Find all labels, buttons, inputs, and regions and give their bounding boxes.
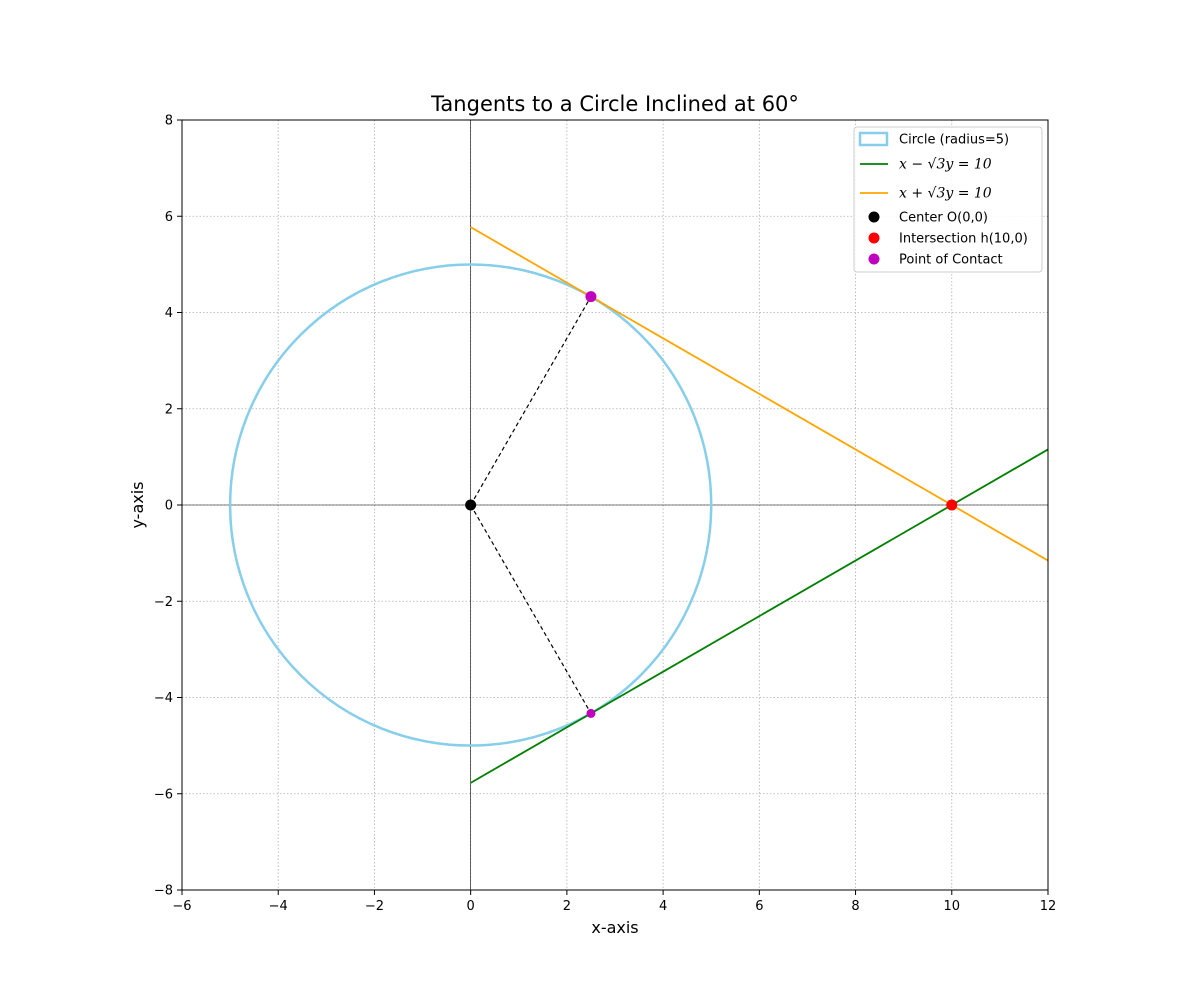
y-tick-label: 8 — [165, 114, 173, 129]
y-tick-label: −2 — [154, 595, 173, 610]
tangent-line-2 — [470, 226, 1048, 562]
radius-segment — [470, 296, 592, 506]
chart-title: Tangents to a Circle Inclined at 60° — [430, 92, 799, 116]
x-tick-label: 12 — [1040, 899, 1057, 914]
y-tick-label: 0 — [165, 499, 173, 514]
point-of-contact-marker — [585, 291, 597, 303]
y-tick-label: 4 — [165, 306, 173, 321]
y-tick-label: −6 — [154, 787, 173, 802]
y-tick-label: −8 — [154, 884, 173, 899]
legend-swatch-circle-radius-5 — [858, 131, 889, 147]
legend-swatch-point-of-contact — [868, 253, 880, 265]
y-tick-label: 2 — [165, 402, 173, 417]
legend-label: Circle (radius=5) — [899, 133, 1009, 148]
x-tick-label: −2 — [365, 899, 384, 914]
legend-label: x − √3y = 10 — [899, 157, 992, 173]
legend-box — [853, 126, 1043, 273]
x-axis-label: x-axis — [591, 918, 638, 937]
legend-label: x + √3y = 10 — [899, 186, 992, 202]
legend: Circle (radius=5) x − √3y = 10 x + √3y = 1… — [853, 126, 1043, 273]
point-of-contact-marker — [586, 708, 596, 718]
legend-swatch-center-o-0-0 — [868, 211, 880, 223]
x-tick-label: 8 — [851, 899, 859, 914]
y-tick-label: −4 — [154, 691, 173, 706]
circle-shape — [228, 263, 713, 747]
y-tick-label: 6 — [165, 210, 173, 225]
intersection-h-10-0-marker — [946, 499, 958, 511]
center-o-0-0-marker — [465, 499, 477, 511]
legend-label: Intersection h(10,0) — [899, 232, 1028, 247]
legend-label: Center O(0,0) — [899, 211, 988, 226]
x-tick-label: −6 — [172, 899, 191, 914]
legend-swatch-intersection-h-10-0 — [868, 232, 880, 244]
x-tick-label: 10 — [944, 899, 961, 914]
legend-label: Point of Contact — [899, 253, 1003, 268]
y-axis-label: y-axis — [128, 481, 147, 528]
x-tick-label: 2 — [563, 899, 571, 914]
x-tick-label: 0 — [467, 899, 475, 914]
radius-segment — [470, 504, 592, 714]
x-tick-label: 4 — [659, 899, 667, 914]
x-tick-label: −4 — [269, 899, 288, 914]
x-tick-label: 6 — [755, 899, 763, 914]
plot-content — [228, 226, 1048, 784]
